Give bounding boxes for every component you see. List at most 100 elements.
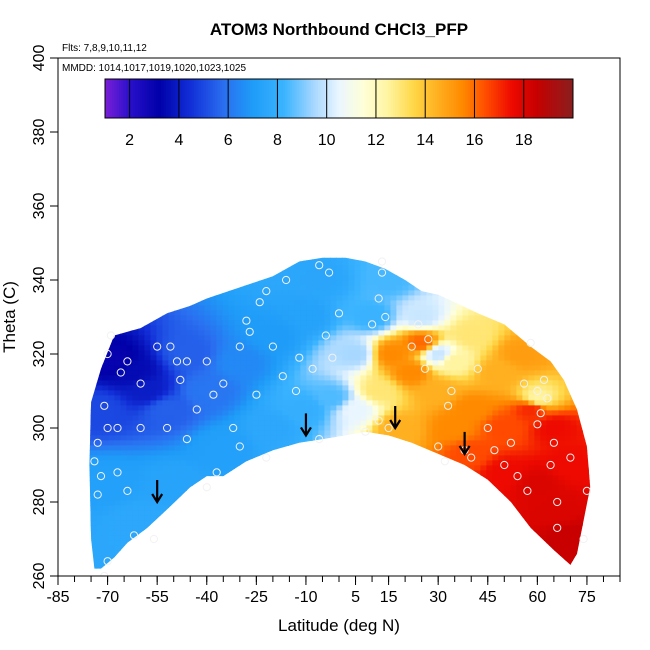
field-cell xyxy=(96,350,103,356)
field-cell xyxy=(372,465,379,471)
field-cell xyxy=(114,257,121,261)
field-cell xyxy=(468,290,475,296)
field-cell xyxy=(360,360,367,366)
field-cell xyxy=(120,480,127,486)
field-cell xyxy=(456,470,463,476)
field-cell xyxy=(89,330,91,336)
field-cell xyxy=(144,485,151,491)
field-cell xyxy=(396,475,403,481)
field-cell xyxy=(594,425,601,431)
field-cell xyxy=(96,310,103,316)
field-cell xyxy=(306,270,313,276)
field-cell xyxy=(300,280,307,286)
field-cell xyxy=(576,505,583,511)
field-cell xyxy=(414,505,421,511)
field-cell xyxy=(360,295,367,301)
field-cell xyxy=(444,310,451,316)
field-cell xyxy=(294,300,301,306)
field-cell xyxy=(354,390,361,396)
field-cell xyxy=(354,280,361,286)
field-cell xyxy=(360,290,367,296)
field-cell xyxy=(240,305,247,311)
field-cell xyxy=(450,345,457,351)
field-cell xyxy=(348,395,355,401)
field-cell xyxy=(570,415,577,421)
field-cell xyxy=(330,260,337,266)
field-cell xyxy=(456,530,463,536)
field-cell xyxy=(582,525,589,531)
field-cell xyxy=(474,365,481,371)
field-cell xyxy=(414,410,421,416)
field-cell xyxy=(108,395,115,401)
field-cell xyxy=(510,490,517,496)
field-cell xyxy=(546,370,553,376)
field-cell xyxy=(366,465,373,471)
field-cell xyxy=(180,325,187,331)
field-cell xyxy=(576,370,583,376)
field-cell xyxy=(528,500,535,506)
field-cell xyxy=(420,490,427,496)
field-cell xyxy=(522,455,529,461)
field-cell xyxy=(426,360,433,366)
field-cell xyxy=(564,440,571,446)
field-cell xyxy=(90,465,97,471)
field-cell xyxy=(564,275,571,281)
field-cell xyxy=(384,250,391,256)
field-cell xyxy=(594,505,601,511)
field-cell xyxy=(558,365,565,371)
field-cell xyxy=(468,305,475,311)
field-cell xyxy=(558,465,565,471)
field-cell xyxy=(270,525,277,531)
field-cell xyxy=(126,360,133,366)
field-cell xyxy=(270,490,277,496)
field-cell xyxy=(186,380,193,386)
field-cell xyxy=(420,365,427,371)
field-cell xyxy=(210,535,217,541)
field-cell xyxy=(108,465,115,471)
field-cell xyxy=(540,490,547,496)
field-cell xyxy=(348,257,355,261)
field-cell xyxy=(138,270,145,276)
field-cell xyxy=(162,410,169,416)
field-cell xyxy=(180,285,187,291)
field-cell xyxy=(168,440,175,446)
field-cell xyxy=(252,340,259,346)
field-cell xyxy=(89,275,91,281)
field-cell xyxy=(120,415,127,421)
field-cell xyxy=(552,445,559,451)
field-cell xyxy=(510,515,517,521)
field-cell xyxy=(90,310,97,316)
field-cell xyxy=(348,415,355,421)
field-cell xyxy=(114,260,121,266)
field-cell xyxy=(306,410,313,416)
field-cell xyxy=(456,370,463,376)
field-cell xyxy=(504,335,511,341)
field-cell xyxy=(294,330,301,336)
field-cell xyxy=(306,380,313,386)
field-cell xyxy=(174,395,181,401)
field-cell xyxy=(558,470,565,476)
field-cell xyxy=(138,260,145,266)
field-cell xyxy=(186,485,193,491)
field-cell xyxy=(144,275,151,281)
field-cell xyxy=(318,395,325,401)
field-cell xyxy=(426,450,433,456)
field-cell xyxy=(276,410,283,416)
field-cell xyxy=(420,435,427,441)
field-cell xyxy=(312,385,319,391)
field-cell xyxy=(192,450,199,456)
field-cell xyxy=(582,425,589,431)
field-cell xyxy=(288,430,295,436)
field-cell xyxy=(264,395,271,401)
field-cell xyxy=(372,335,379,341)
field-cell xyxy=(444,445,451,451)
field-cell xyxy=(108,535,115,541)
field-cell xyxy=(90,385,97,391)
field-cell xyxy=(564,290,571,296)
field-cell xyxy=(132,540,139,546)
field-cell xyxy=(324,410,331,416)
field-cell xyxy=(216,460,223,466)
field-cell xyxy=(132,405,139,411)
field-cell xyxy=(522,525,529,531)
field-cell xyxy=(198,510,205,516)
